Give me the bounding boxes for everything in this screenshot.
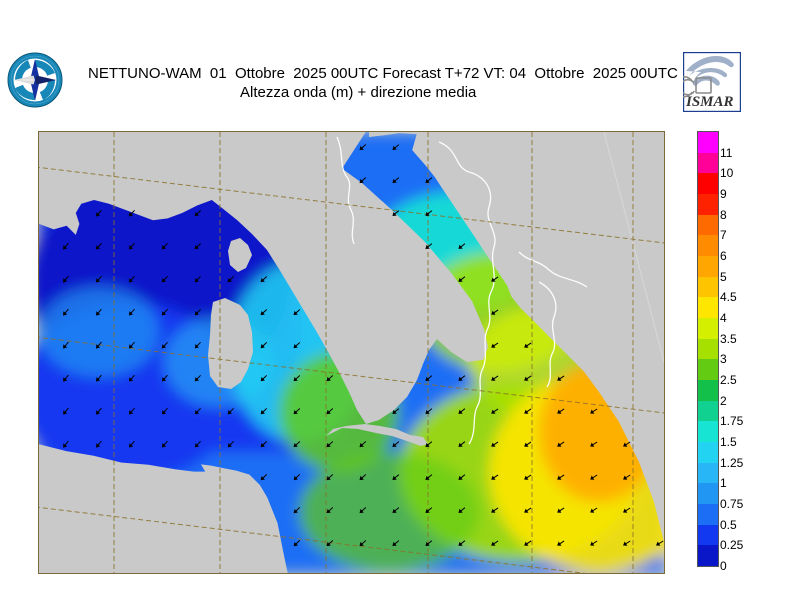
svg-text:ISMAR: ISMAR (685, 94, 734, 110)
